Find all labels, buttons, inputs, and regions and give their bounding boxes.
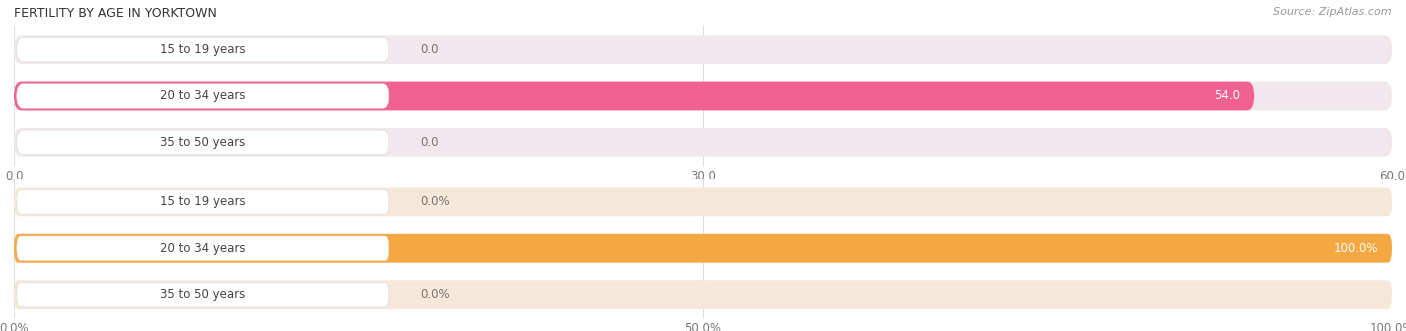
Text: 0.0%: 0.0% — [420, 288, 450, 301]
Text: 35 to 50 years: 35 to 50 years — [160, 136, 246, 149]
FancyBboxPatch shape — [14, 188, 1392, 216]
Text: 54.0: 54.0 — [1215, 89, 1240, 103]
FancyBboxPatch shape — [14, 280, 1392, 309]
Text: 100.0%: 100.0% — [1334, 242, 1378, 255]
Text: FERTILITY BY AGE IN YORKTOWN: FERTILITY BY AGE IN YORKTOWN — [14, 7, 217, 20]
Text: Source: ZipAtlas.com: Source: ZipAtlas.com — [1274, 7, 1392, 17]
Text: 0.0%: 0.0% — [420, 195, 450, 209]
FancyBboxPatch shape — [17, 282, 389, 307]
FancyBboxPatch shape — [14, 234, 1392, 262]
FancyBboxPatch shape — [17, 236, 389, 260]
FancyBboxPatch shape — [14, 35, 1392, 64]
FancyBboxPatch shape — [14, 128, 1392, 157]
Text: 35 to 50 years: 35 to 50 years — [160, 288, 246, 301]
FancyBboxPatch shape — [17, 130, 389, 155]
FancyBboxPatch shape — [14, 234, 1392, 262]
FancyBboxPatch shape — [14, 82, 1254, 110]
Text: 20 to 34 years: 20 to 34 years — [160, 89, 246, 103]
FancyBboxPatch shape — [17, 190, 389, 214]
FancyBboxPatch shape — [17, 84, 389, 108]
Text: 0.0: 0.0 — [420, 43, 439, 56]
FancyBboxPatch shape — [17, 37, 389, 62]
Text: 0.0: 0.0 — [420, 136, 439, 149]
Text: 15 to 19 years: 15 to 19 years — [160, 43, 246, 56]
Text: 20 to 34 years: 20 to 34 years — [160, 242, 246, 255]
Text: 15 to 19 years: 15 to 19 years — [160, 195, 246, 209]
FancyBboxPatch shape — [14, 82, 1392, 110]
